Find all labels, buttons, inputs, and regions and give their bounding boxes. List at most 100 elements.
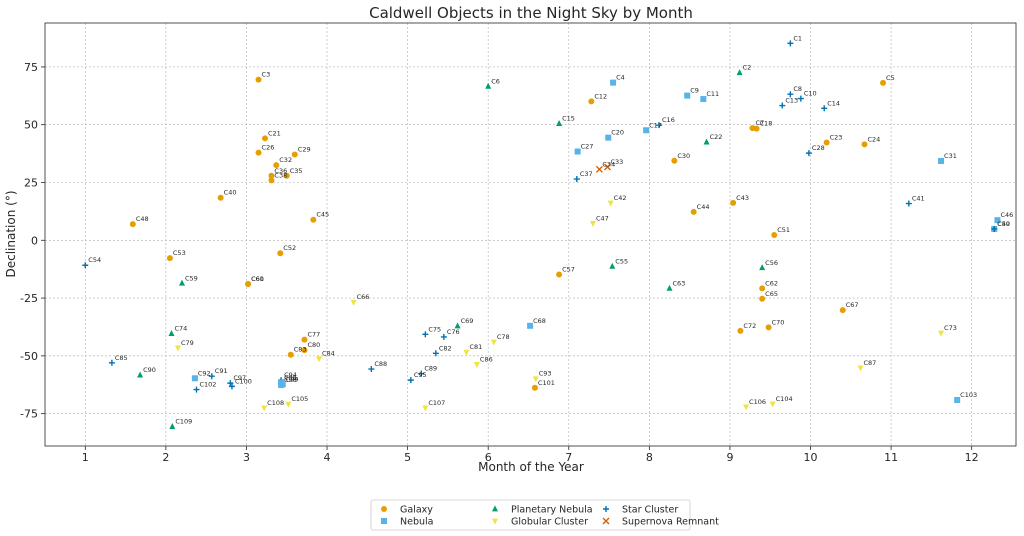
- point-label: C36: [274, 167, 287, 175]
- data-point: C102: [193, 381, 216, 393]
- point-marker: [938, 157, 945, 164]
- data-point: C57: [556, 265, 575, 278]
- point-marker: [532, 376, 539, 383]
- y-tick-label: 25: [24, 176, 38, 189]
- legend-item: Planetary Nebula: [492, 505, 593, 516]
- point-label: C93: [539, 370, 552, 378]
- point-marker: [779, 102, 786, 109]
- point-marker: [771, 231, 778, 238]
- data-point: C1: [787, 34, 802, 47]
- data-point: C103: [954, 391, 977, 404]
- point-label: C18: [760, 120, 773, 128]
- data-point: C77: [301, 331, 320, 343]
- data-point: C38: [268, 171, 287, 184]
- point-marker: [861, 141, 868, 148]
- point-label: C65: [765, 290, 778, 298]
- point-marker: [301, 336, 308, 343]
- data-point: C20: [605, 129, 624, 141]
- legend-marker: [381, 506, 387, 512]
- legend-label: Globular Cluster: [511, 517, 588, 528]
- data-point: C67: [839, 301, 859, 314]
- data-point: C44: [690, 203, 709, 215]
- point-marker: [556, 119, 563, 126]
- point-label: C76: [447, 328, 460, 336]
- point-marker: [422, 331, 429, 338]
- data-point: C81: [463, 343, 482, 356]
- point-label: C4: [616, 74, 625, 82]
- legend-item: Star Cluster: [603, 505, 678, 516]
- point-marker: [610, 79, 617, 86]
- point-marker: [315, 356, 322, 363]
- data-point: C55: [609, 257, 628, 269]
- point-marker: [857, 365, 864, 372]
- point-label: C75: [428, 325, 441, 333]
- legend-label: Supernova Remnant: [622, 517, 719, 528]
- point-marker: [169, 422, 176, 429]
- point-marker: [432, 350, 439, 357]
- point-marker: [588, 98, 595, 105]
- x-tick-label: 9: [726, 451, 733, 464]
- data-point: C9: [684, 87, 699, 99]
- point-label: C87: [863, 359, 876, 367]
- point-label: C12: [594, 92, 607, 100]
- data-point: C5: [880, 74, 895, 86]
- point-marker: [245, 280, 252, 287]
- data-point: C79: [174, 339, 194, 352]
- point-label: C6: [491, 77, 500, 85]
- point-label: C48: [136, 215, 149, 223]
- point-marker: [463, 349, 470, 356]
- point-marker: [994, 217, 1001, 224]
- legend-marker: [492, 505, 498, 512]
- point-label: C37: [580, 170, 593, 178]
- data-point: C84: [315, 350, 335, 363]
- data-point: C10: [797, 90, 817, 102]
- point-label: C11: [706, 90, 719, 98]
- plot-area: [44, 22, 1017, 447]
- point-label: C67: [846, 301, 859, 309]
- data-point: C66: [350, 293, 369, 306]
- data-point: C3: [255, 71, 270, 83]
- point-marker: [422, 405, 429, 412]
- point-marker: [82, 262, 89, 269]
- point-marker: [178, 279, 185, 286]
- data-point: C82: [432, 344, 452, 357]
- data-point: C40: [217, 189, 236, 201]
- data-point: C2: [736, 64, 751, 76]
- point-marker: [301, 347, 308, 354]
- legend-item: Supernova Remnant: [602, 517, 719, 528]
- point-label: C92: [198, 369, 211, 377]
- point-label: C27: [581, 143, 594, 151]
- point-marker: [228, 383, 235, 390]
- point-label: C83: [294, 346, 307, 354]
- data-point: C26: [255, 144, 274, 156]
- x-tick-label: 2: [162, 451, 169, 464]
- x-tick-label: 1: [82, 451, 89, 464]
- point-label: C81: [469, 343, 482, 351]
- data-point: C32: [273, 156, 292, 169]
- point-label: C63: [673, 279, 686, 287]
- legend-label: Galaxy: [400, 505, 433, 516]
- point-marker: [787, 40, 794, 47]
- data-point: C104: [769, 395, 793, 408]
- data-point: C52: [277, 244, 296, 257]
- data-point: C31: [938, 152, 957, 164]
- point-label: C33: [610, 158, 623, 166]
- point-marker: [193, 386, 200, 393]
- point-label: C95: [414, 371, 427, 379]
- data-point: C33: [603, 158, 623, 171]
- point-marker: [291, 151, 298, 158]
- legend-item: Galaxy: [381, 505, 433, 516]
- point-marker: [595, 165, 603, 173]
- point-label: C17: [649, 121, 662, 129]
- data-point: C101: [531, 379, 555, 391]
- x-tick-label: 7: [565, 451, 572, 464]
- data-point: C13: [779, 97, 798, 109]
- point-marker: [277, 250, 284, 257]
- point-marker: [690, 208, 697, 215]
- data-point: C24: [861, 135, 880, 148]
- point-marker: [255, 76, 262, 83]
- data-point: C18: [753, 120, 773, 132]
- point-label: C34: [602, 160, 615, 168]
- data-point: C15: [556, 115, 575, 126]
